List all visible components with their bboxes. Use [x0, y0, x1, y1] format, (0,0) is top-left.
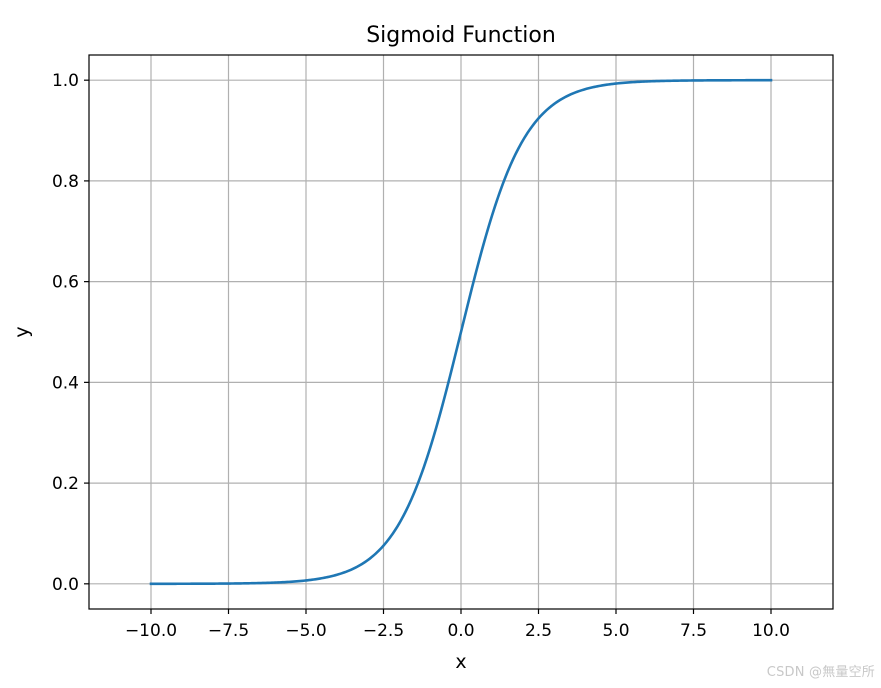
y-tick-label: 0.2 [52, 474, 79, 494]
x-tick-label: 10.0 [752, 621, 790, 641]
y-tick-label: 0.8 [52, 172, 79, 192]
x-tick-label: −10.0 [125, 621, 177, 641]
chart-title: Sigmoid Function [366, 23, 556, 48]
y-tick-label: 0.4 [52, 373, 79, 393]
x-tick-label: 7.5 [680, 621, 707, 641]
x-tick-label: 0.0 [447, 621, 474, 641]
y-tick-label: 0.6 [52, 273, 79, 293]
x-tick-label: −7.5 [208, 621, 249, 641]
series-line-0 [149, 78, 773, 586]
x-tick-label: 2.5 [525, 621, 552, 641]
y-tick-label: 1.0 [52, 71, 79, 91]
x-tick-label: −5.0 [285, 621, 326, 641]
y-axis-label: y [11, 326, 33, 337]
x-axis-label: x [455, 651, 466, 673]
watermark: CSDN @無量空所 [766, 665, 875, 680]
x-tick-label: 5.0 [602, 621, 629, 641]
x-tick-label: −2.5 [363, 621, 404, 641]
y-tick-label: 0.0 [52, 575, 79, 595]
